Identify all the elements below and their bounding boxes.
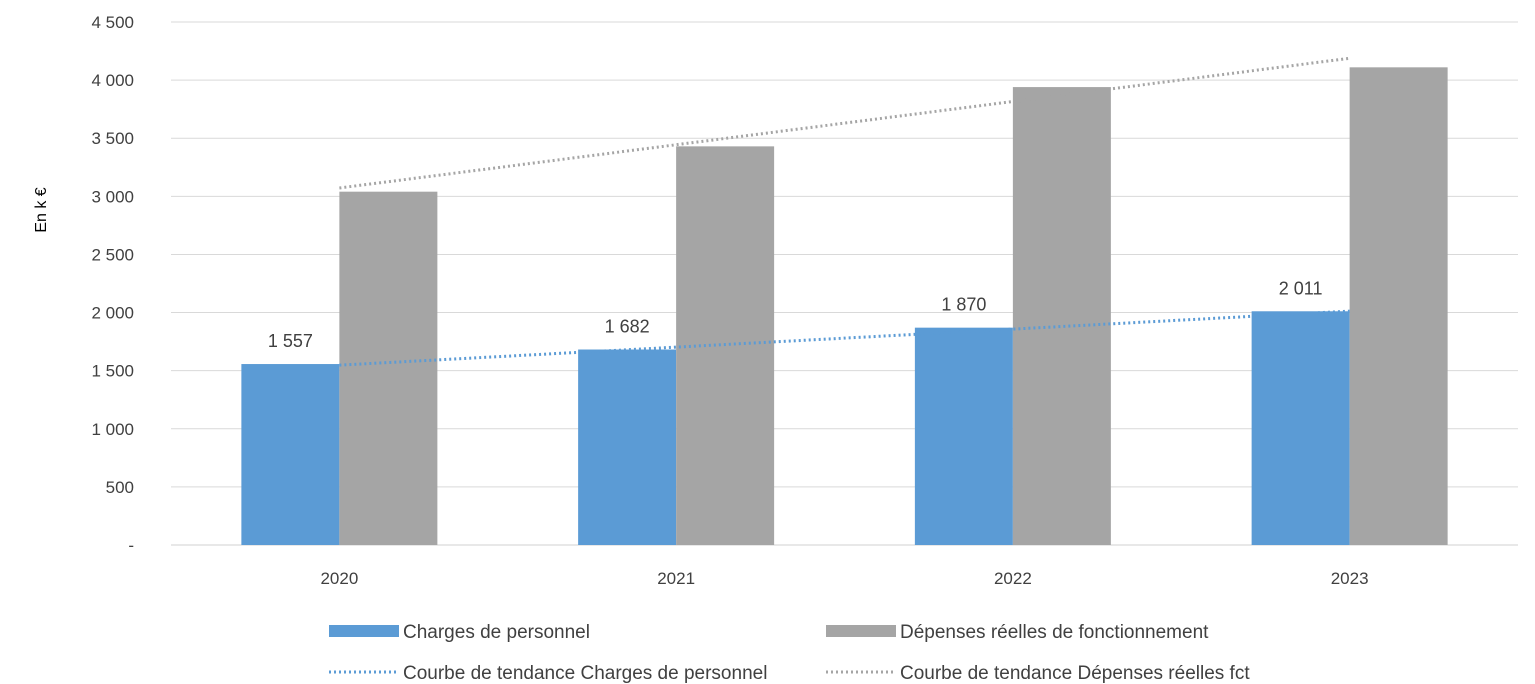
legend-label: Courbe de tendance Dépenses réelles fct: [900, 663, 1250, 684]
legend-swatch: [826, 625, 896, 637]
y-tick-label: 3 500: [91, 129, 134, 148]
legend-label: Dépenses réelles de fonctionnement: [900, 622, 1209, 643]
legend-label: Courbe de tendance Charges de personnel: [403, 663, 767, 684]
y-tick-label: -: [128, 536, 134, 555]
y-tick-label: 4 000: [91, 71, 134, 90]
y-tick-label: 1 000: [91, 420, 134, 439]
data-label: 1 682: [605, 317, 650, 337]
y-axis-title: En k €: [33, 187, 50, 232]
bar-charges-personnel-2020: [241, 364, 340, 545]
x-tick-label: 2021: [657, 569, 695, 588]
bar-charges-personnel-2021: [578, 349, 677, 545]
data-label: 1 870: [941, 295, 986, 315]
data-label: 1 557: [268, 331, 313, 351]
legend-swatch: [329, 625, 399, 637]
legend: Charges de personnel Dépenses réelles de …: [329, 622, 1250, 684]
bar-charges-personnel-2023: [1251, 311, 1350, 545]
y-tick-label: 500: [106, 478, 134, 497]
trendline-depenses-reelles: [339, 56, 1350, 190]
x-tick-label: 2023: [1331, 569, 1369, 588]
x-axis-ticks: 2020 2021 2022 2023: [320, 569, 1368, 588]
y-tick-label: 2 000: [91, 304, 134, 323]
bar-depenses-reelles-2023: [1349, 67, 1448, 546]
bar-depenses-reelles-2022: [1012, 87, 1111, 545]
trendlines: [339, 56, 1350, 367]
trendline-charges-personnel: [339, 309, 1350, 367]
bar-charges-personnel-2022: [914, 327, 1013, 545]
y-tick-label: 1 500: [91, 362, 134, 381]
data-label: 2 011: [1279, 278, 1323, 298]
y-axis-ticks: - 500 1 000 1 500 2 000 2 500 3 000 3 500 4 000 4…: [91, 13, 134, 555]
legend-label: Charges de personnel: [403, 622, 590, 643]
bar-depenses-reelles-2020: [339, 191, 438, 545]
y-tick-label: 3 000: [91, 187, 134, 206]
x-tick-label: 2020: [320, 569, 358, 588]
x-tick-label: 2022: [994, 569, 1032, 588]
data-labels: 1 557 1 682 1 870 2 011: [268, 278, 1323, 351]
y-tick-label: 4 500: [91, 13, 134, 32]
bar-series: [241, 67, 1448, 546]
y-tick-label: 2 500: [91, 245, 134, 264]
